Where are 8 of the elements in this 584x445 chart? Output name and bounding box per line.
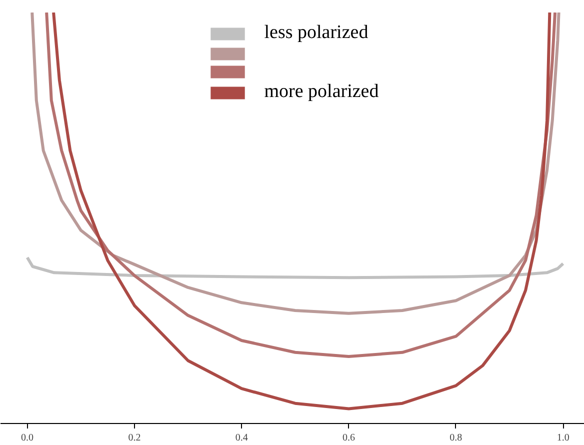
x-tick-label: 1.0 [556,432,570,444]
x-tick-label: 0.0 [21,432,34,444]
x-tick-label: 0.2 [128,432,141,444]
x-tick-label: 0.8 [450,432,462,444]
legend-label: less polarized [264,22,368,44]
legend-label: more polarized [264,81,379,103]
x-tick-label: 0.4 [235,432,248,444]
x-tick-label: 0.6 [342,432,356,444]
